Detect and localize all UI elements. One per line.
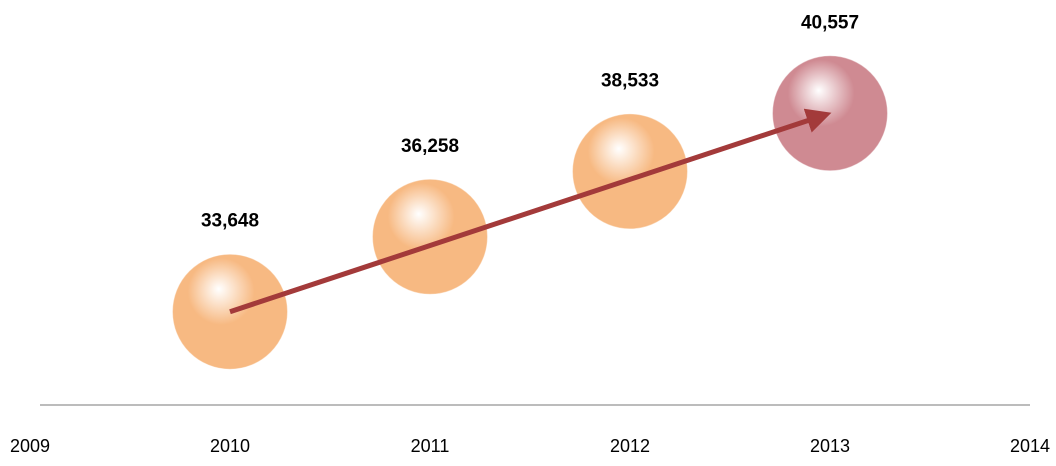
bubble — [772, 55, 888, 171]
x-tick-label: 2010 — [210, 436, 250, 456]
value-label: 38,533 — [601, 70, 659, 91]
x-tick-label: 2014 — [1010, 436, 1050, 456]
value-label: 33,648 — [201, 211, 259, 232]
value-label: 40,557 — [801, 12, 859, 33]
x-tick-label: 2009 — [10, 436, 50, 456]
value-label: 36,258 — [401, 136, 459, 157]
x-tick-label: 2013 — [810, 436, 850, 456]
bubble — [572, 113, 688, 229]
bubble — [372, 179, 488, 295]
trend-arrow — [229, 108, 832, 315]
x-tick-label: 2012 — [610, 436, 650, 456]
x-tick-label: 2011 — [411, 436, 450, 456]
